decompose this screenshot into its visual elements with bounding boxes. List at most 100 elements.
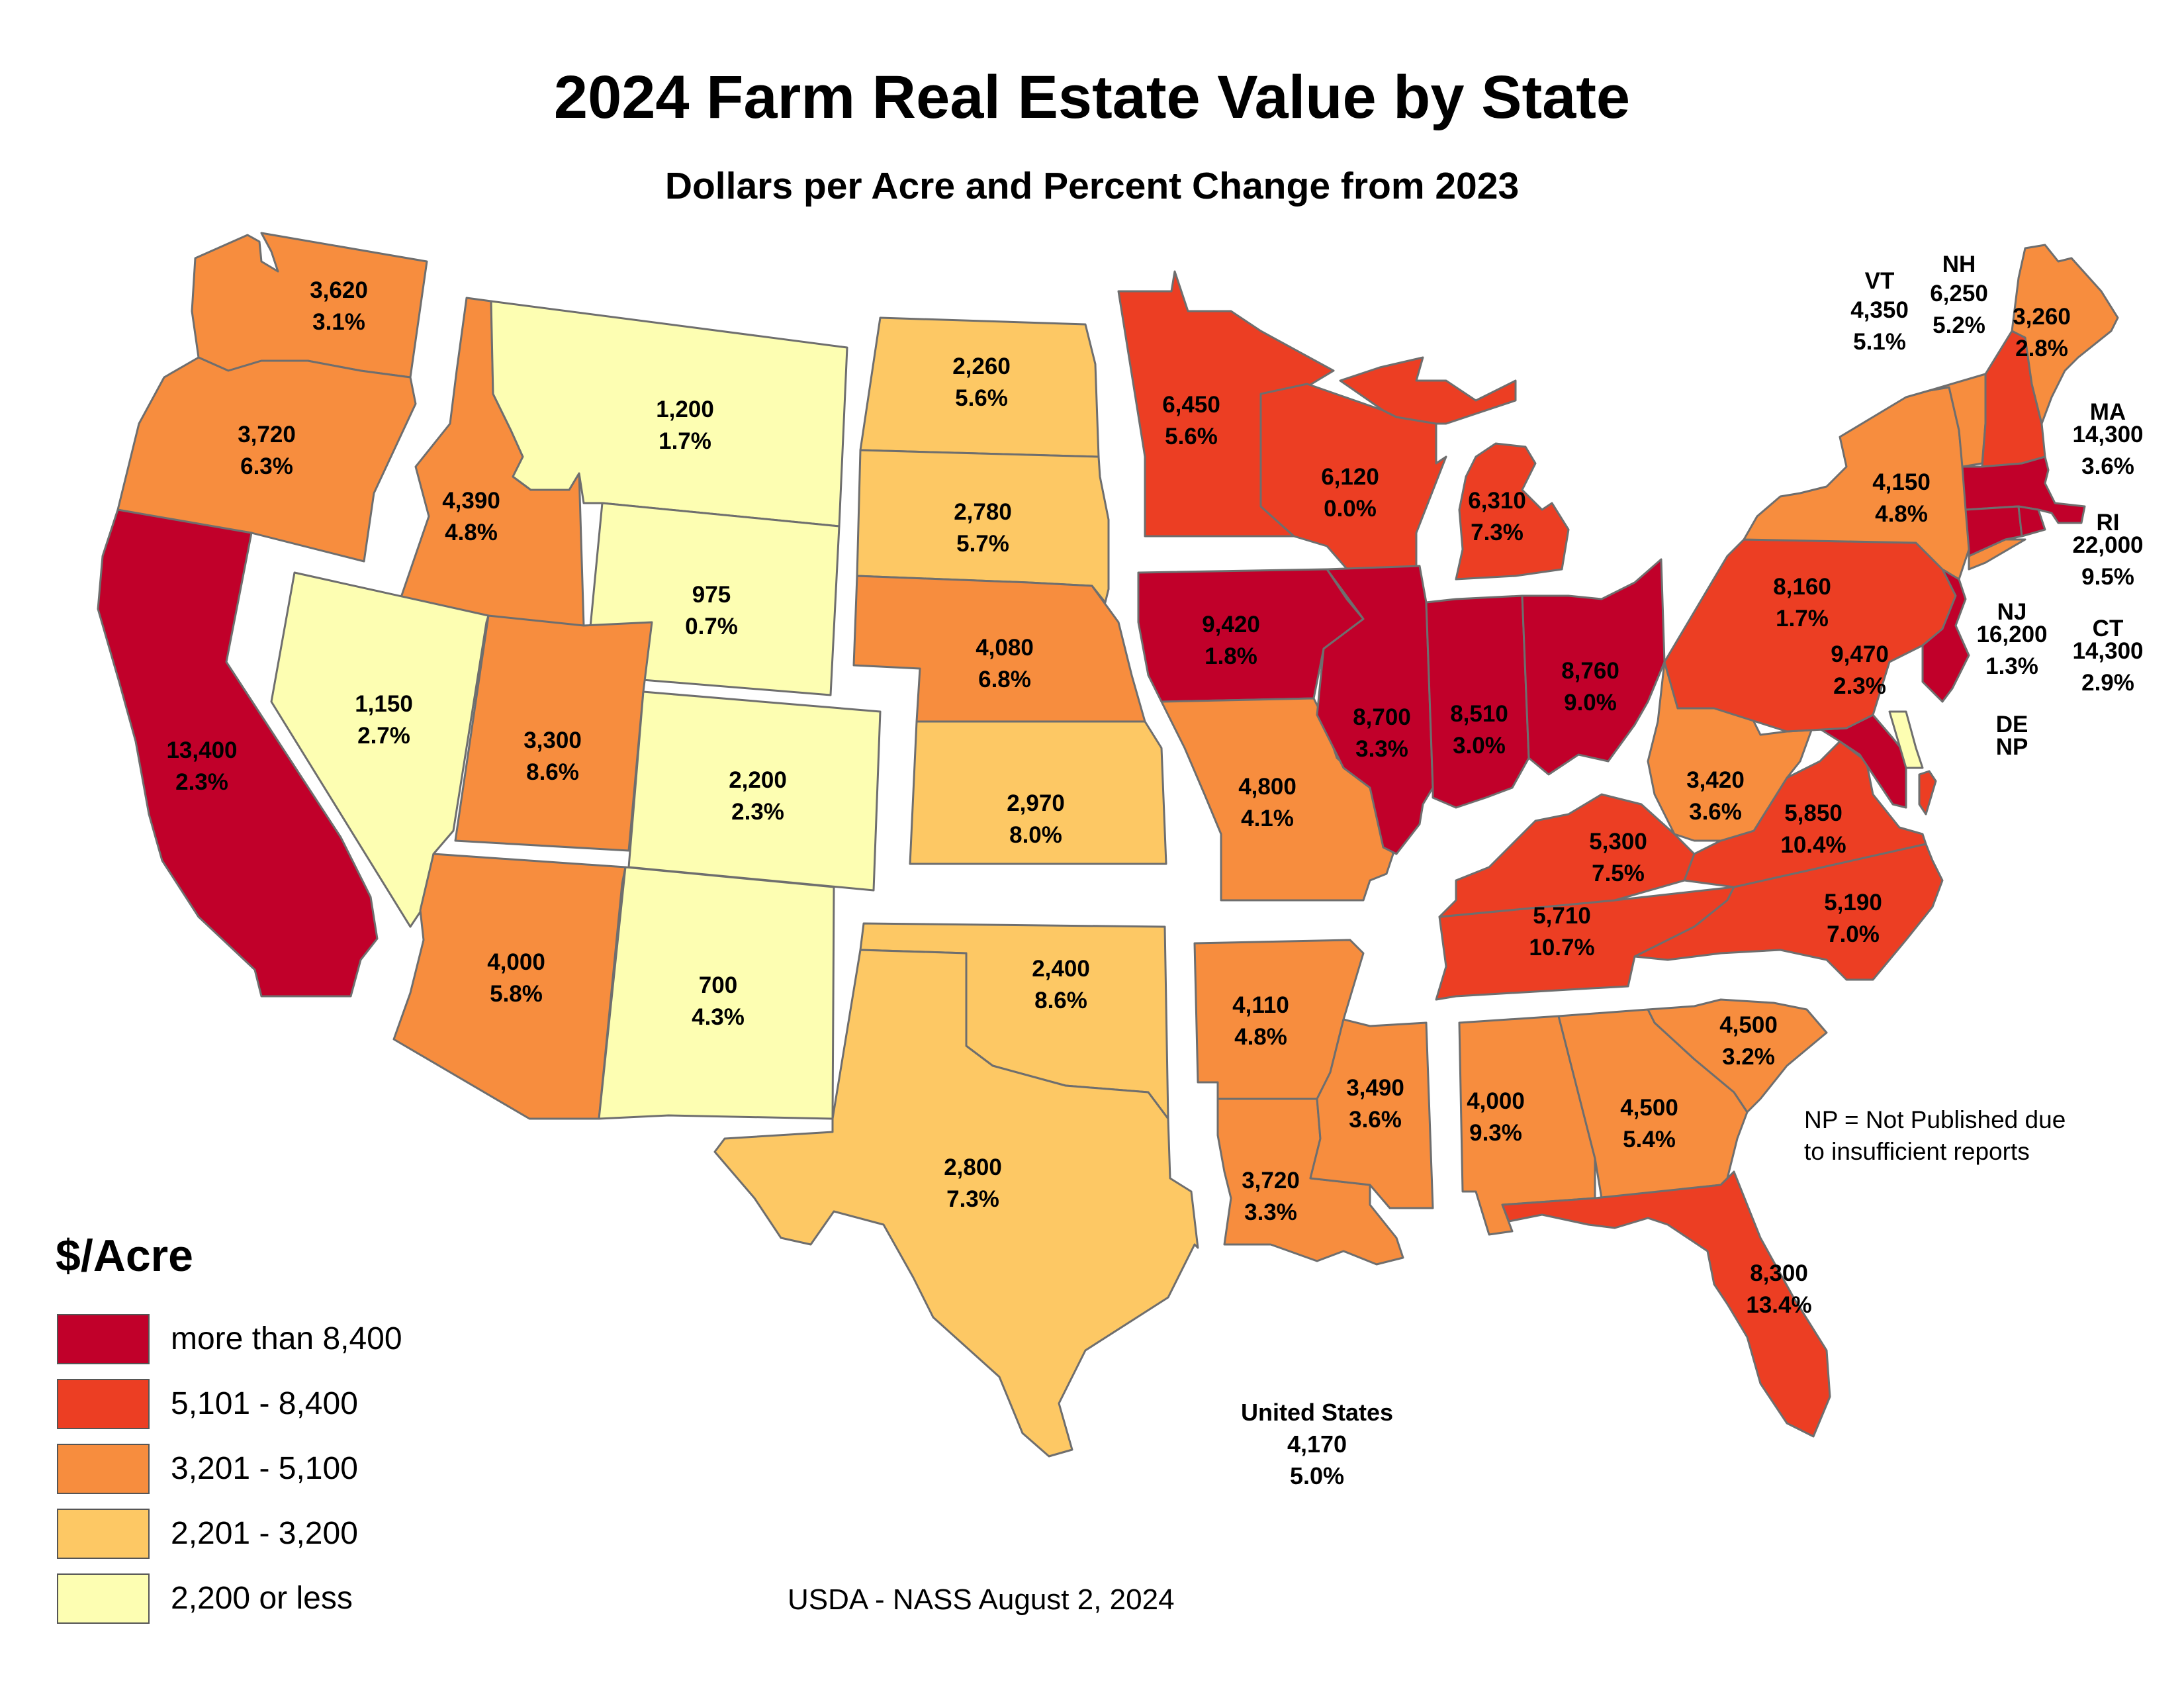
state-change: 6.3%: [240, 453, 293, 479]
source-credit: USDA - NASS August 2, 2024: [788, 1583, 1175, 1616]
legend-swatch: [57, 1509, 150, 1559]
state-label-ia: 9,420 1.8%: [1202, 612, 1260, 669]
state-value: NP: [1996, 734, 2028, 760]
map-title: 2024 Farm Real Estate Value by State: [553, 64, 1631, 131]
state-change: 4.8%: [445, 520, 498, 545]
state-change: 4.8%: [1234, 1024, 1287, 1050]
state-value: 3,490: [1346, 1075, 1404, 1101]
state-change: 8.6%: [526, 759, 579, 785]
state-change: 9.3%: [1469, 1120, 1522, 1146]
state-value: 8,300: [1750, 1260, 1808, 1286]
state-label-ok: 2,400 8.6%: [1032, 956, 1090, 1013]
state-label-mo: 4,800 4.1%: [1238, 774, 1297, 831]
state-label-il: 8,700 3.3%: [1353, 704, 1411, 762]
state-oh: [1521, 558, 1666, 776]
state-value: 2,800: [944, 1154, 1002, 1180]
state-label-ga: 4,500 5.4%: [1620, 1095, 1678, 1152]
state-change: 5.8%: [490, 981, 543, 1007]
state-change: 2.3%: [175, 769, 228, 795]
state-label-ks: 2,970 8.0%: [1007, 790, 1065, 848]
state-label-nh: 6,250 5.2%: [1930, 281, 1988, 338]
state-label-nj: 16,200 1.3%: [1976, 622, 2047, 679]
state-abbr-de: DE: [1995, 712, 2028, 737]
legend-swatch: [57, 1573, 150, 1624]
state-ca: [97, 508, 379, 998]
state-value: 4,000: [487, 949, 545, 975]
state-label-de: NP: [1996, 734, 2028, 760]
state-change: 1.8%: [1205, 643, 1257, 669]
state-change: 10.4%: [1780, 832, 1846, 858]
state-me: [2011, 244, 2119, 425]
state-label-md: 9,470 2.3%: [1831, 641, 1889, 699]
state-change: 4.8%: [1875, 501, 1928, 527]
state-change: 9.5%: [2081, 564, 2134, 590]
state-ks: [909, 720, 1167, 865]
state-value: 4,800: [1238, 774, 1297, 800]
state-value: 2,260: [952, 353, 1011, 379]
state-label-sc: 4,500 3.2%: [1719, 1012, 1778, 1070]
state-label-mn: 6,450 5.6%: [1162, 392, 1220, 449]
state-nc: [1633, 843, 1944, 981]
legend-swatch: [57, 1379, 150, 1429]
state-change: 3.0%: [1453, 733, 1506, 759]
state-value: 9,470: [1831, 641, 1889, 667]
legend-label: more than 8,400: [171, 1321, 402, 1356]
state-label-al: 4,000 9.3%: [1467, 1088, 1525, 1146]
state-change: 3.6%: [1689, 799, 1742, 825]
state-value: 8,510: [1450, 701, 1508, 727]
state-label-mi: 6,310 7.3%: [1468, 488, 1526, 545]
state-value: 14,300: [2072, 638, 2143, 664]
state-label-nc: 5,190 7.0%: [1824, 890, 1882, 947]
state-change: 0.0%: [1324, 496, 1377, 522]
legend-label: 3,201 - 5,100: [171, 1451, 358, 1486]
state-abbr-ct: CT: [2092, 616, 2124, 641]
state-value: 4,150: [1872, 469, 1931, 495]
state-value: 1,200: [656, 397, 714, 422]
state-label-wi: 6,120 0.0%: [1321, 464, 1379, 522]
state-change: 9.0%: [1564, 690, 1617, 716]
state-value: 1,150: [355, 691, 413, 717]
state-value: 5,850: [1784, 800, 1843, 826]
np-note: NP = Not Published due to insufficient r…: [1804, 1104, 2066, 1168]
state-change: 7.3%: [946, 1186, 999, 1212]
state-change: 5.7%: [956, 531, 1009, 557]
state-change: 2.9%: [2081, 670, 2134, 696]
state-value: 5,300: [1589, 829, 1647, 855]
legend-label: 5,101 - 8,400: [171, 1386, 358, 1421]
state-ne: [852, 575, 1146, 723]
state-value: 5,710: [1533, 903, 1591, 929]
state-de: [1888, 710, 1924, 769]
state-label-tn: 5,710 10.7%: [1529, 903, 1594, 961]
state-value: 22,000: [2072, 532, 2143, 558]
state-value: 2,780: [954, 499, 1012, 525]
state-change: 5.1%: [1853, 329, 1906, 355]
state-change: 3.3%: [1244, 1199, 1297, 1225]
state-label-nm: 700 4.3%: [692, 972, 745, 1030]
state-value: 14,300: [2072, 422, 2143, 447]
state-value: 4,080: [976, 635, 1034, 661]
state-change: 10.7%: [1529, 935, 1594, 961]
state-label-az: 4,000 5.8%: [487, 949, 545, 1007]
state-label-ct: 14,300 2.9%: [2072, 638, 2143, 696]
state-value: 6,310: [1468, 488, 1526, 514]
state-change: 3.2%: [1722, 1044, 1775, 1070]
state-value: 975: [692, 582, 731, 608]
state-change: 5.6%: [955, 385, 1008, 411]
state-change: 2.8%: [2015, 336, 2068, 361]
state-change: 8.0%: [1009, 822, 1062, 848]
state-value: 9,420: [1202, 612, 1260, 637]
state-fl: [1501, 1170, 1831, 1438]
state-change: 4.3%: [692, 1004, 745, 1030]
state-label-ma: 14,300 3.6%: [2072, 422, 2143, 479]
state-label-ar: 4,110 4.8%: [1232, 992, 1289, 1050]
map-subtitle: Dollars per Acre and Percent Change from…: [664, 165, 1520, 207]
state-abbr-ma: MA: [2089, 399, 2126, 425]
state-change: 5.6%: [1165, 424, 1218, 449]
state-label-vt: 4,350 5.1%: [1850, 297, 1909, 355]
state-abbr-ri: RI: [2096, 510, 2120, 536]
state-value: 4,110: [1232, 992, 1289, 1018]
state-value: 4,500: [1719, 1012, 1778, 1038]
state-change: 4.1%: [1241, 806, 1294, 831]
state-abbr-vt: VT: [1864, 268, 1895, 294]
state-label-pa: 8,160 1.7%: [1773, 574, 1831, 632]
